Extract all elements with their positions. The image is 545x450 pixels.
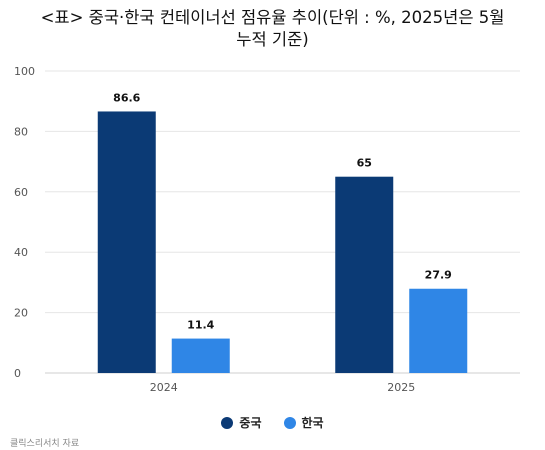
data-label: 65 (357, 157, 372, 170)
data-label: 11.4 (187, 319, 214, 332)
legend-label-china: 중국 (239, 416, 262, 430)
bar-korea-2024 (171, 338, 230, 373)
y-tick-label: 100 (14, 65, 35, 78)
y-tick-label: 60 (14, 186, 28, 199)
bar-korea-2025 (409, 288, 468, 373)
legend-item-korea: 한국 (283, 414, 324, 431)
legend-swatch-korea (283, 416, 296, 429)
y-tick-label: 20 (14, 307, 28, 320)
chart-title: <표> 중국·한국 컨테이너선 점유율 추이(단위 : %, 2025년은 5월… (10, 7, 535, 51)
chart-title-line-2: 누적 기준) (236, 30, 309, 49)
bar-china-2024 (97, 111, 156, 373)
y-tick-label: 80 (14, 125, 28, 138)
legend-item-china: 중국 (221, 414, 262, 431)
legend-label-korea: 한국 (301, 416, 324, 430)
data-label: 86.6 (113, 91, 140, 104)
chart-title-line-1: <표> 중국·한국 컨테이너선 점유율 추이(단위 : %, 2025년은 5월 (40, 8, 505, 27)
x-tick-label: 2024 (150, 381, 178, 394)
data-label: 27.9 (425, 269, 452, 282)
y-tick-label: 40 (14, 246, 28, 259)
x-tick-label: 2025 (387, 381, 415, 394)
bar-china-2025 (335, 176, 394, 373)
y-tick-label: 0 (14, 367, 21, 380)
source-note: 클릭스리서치 자료 (10, 439, 80, 449)
bar-chart: 0 20 40 60 80 100 86.6 11.4 2024 65 27.9 2025 (14, 65, 520, 394)
chart-legend: 중국 한국 (0, 414, 545, 431)
legend-swatch-china (221, 416, 234, 429)
